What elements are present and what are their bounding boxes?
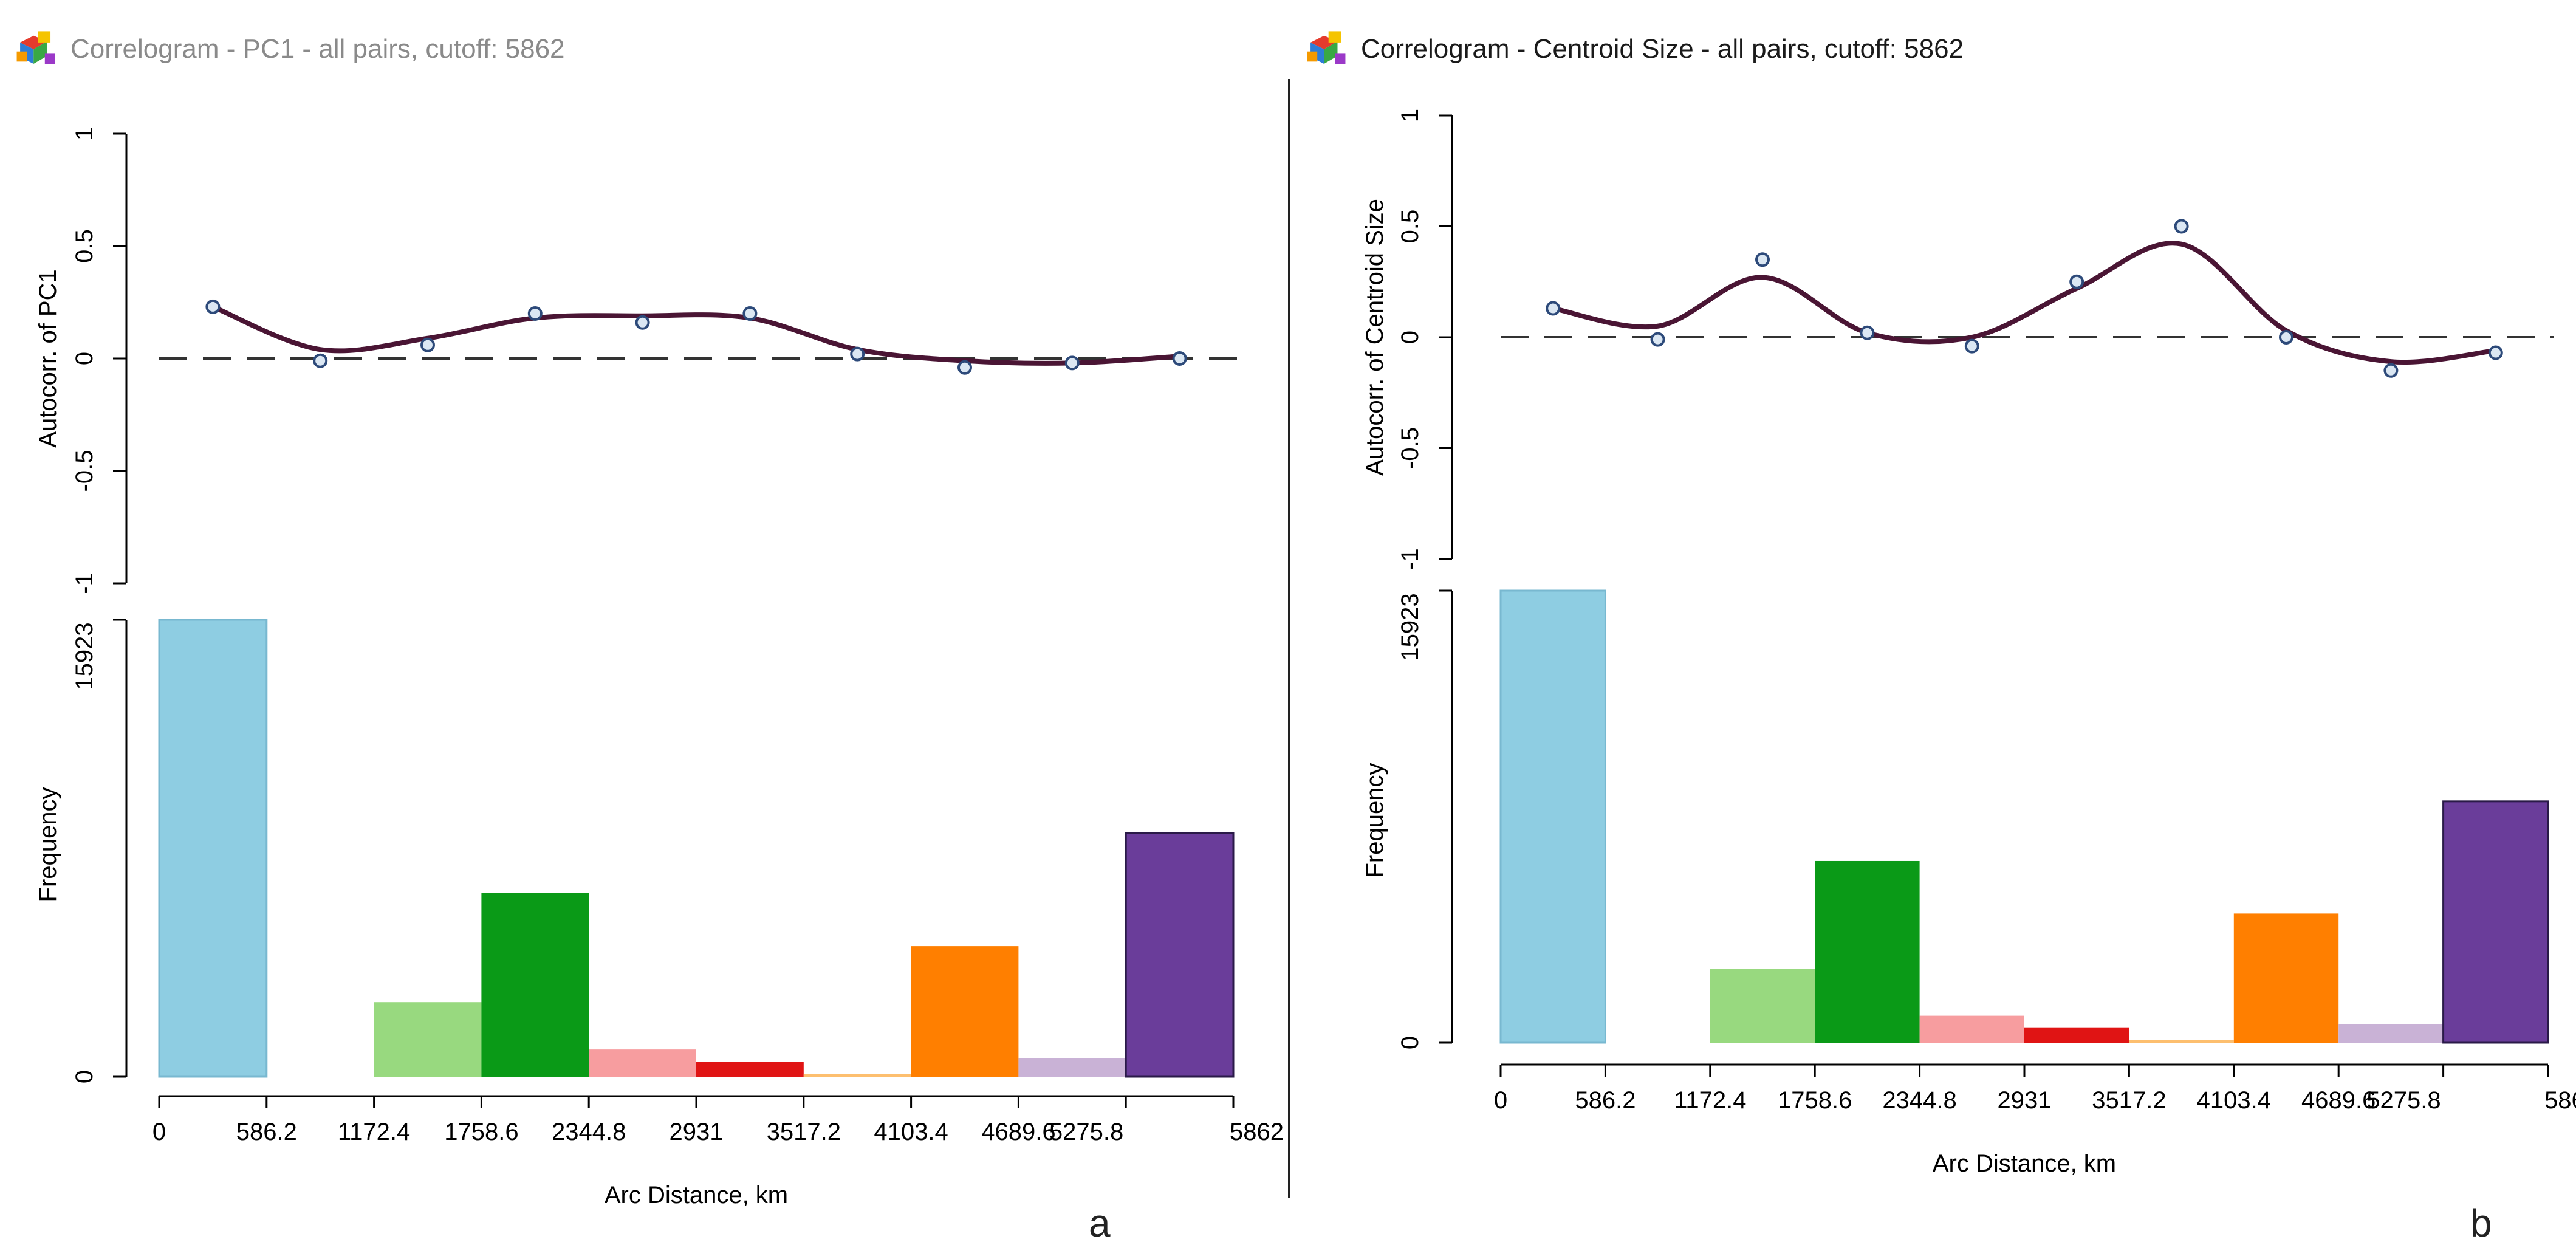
autocorrelation-point — [1546, 301, 1561, 316]
histogram-bar — [2442, 800, 2549, 1044]
x-tick-label: 586.2 — [1575, 1087, 1636, 1114]
histogram-bar — [1815, 860, 1920, 1043]
x-tick-label: 4103.4 — [2197, 1087, 2271, 1114]
autocorrelation-point — [2488, 345, 2503, 360]
histogram-bar — [1125, 832, 1235, 1078]
x-tick-label: 5275.8 — [1049, 1119, 1123, 1145]
autocorrelation-point — [1860, 325, 1875, 340]
window-titlebar-a: Correlogram - PC1 - all pairs, cutoff: 5… — [13, 22, 565, 77]
x-tick-label: 0 — [1494, 1087, 1507, 1114]
corr-y-axis-label: Autocorr. of PC1 — [35, 269, 61, 447]
histogram-bar — [1710, 969, 1815, 1043]
corr-y-tick-label: 1 — [1397, 109, 1423, 122]
histogram-bar — [589, 1049, 696, 1077]
x-tick-label: 2344.8 — [552, 1119, 626, 1145]
histogram-bar — [1919, 1015, 2024, 1043]
corr-y-tick-label: 0 — [1397, 331, 1423, 344]
freq-y-axis-label: Frequency — [35, 787, 61, 902]
corr-y-tick-label: 1 — [71, 127, 98, 140]
corr-y-tick-label: -0.5 — [71, 450, 98, 492]
freq-y-tick-label: 15923 — [71, 622, 98, 690]
correlogram-chart-a: 1 0.5 0 -0.5 -1 Autocorr. of PC1 0 15923 Frequen… — [35, 127, 1284, 1209]
autocorrelation-point — [957, 360, 972, 375]
autocorrelation-point — [2383, 363, 2399, 378]
window-titlebar-b: Correlogram - Centroid Size - all pairs,… — [1304, 22, 1964, 77]
x-tick-label: 1758.6 — [444, 1119, 518, 1145]
freq-y-tick-label: 15923 — [1397, 593, 1423, 660]
x-tick-label: 4689.6 — [2301, 1087, 2376, 1114]
autocorrelation-point — [2174, 219, 2189, 234]
autocorrelation-point — [1172, 351, 1187, 366]
autocorrelation-point — [1964, 338, 1979, 354]
histogram-bar — [803, 1074, 911, 1077]
autocorrelation-point — [742, 306, 758, 321]
correlogram-chart-b: 1 0.5 0 -0.5 -1 Autocorr. of Centroid Size 0 15… — [1362, 109, 2576, 1177]
corr-y-tick-label: -1 — [71, 572, 98, 594]
x-tick-label: 2931 — [1998, 1087, 2052, 1114]
histogram-bar — [1018, 1058, 1126, 1077]
x-tick-label: 586.2 — [236, 1119, 297, 1145]
x-tick-label: 3517.2 — [767, 1119, 841, 1145]
x-axis-label: Arc Distance, km — [1933, 1150, 2116, 1177]
histogram-bar — [911, 946, 1019, 1077]
freq-y-tick-label: 0 — [71, 1070, 98, 1083]
smoothed-autocorrelation-line — [210, 304, 1182, 366]
corr-y-tick-label: 0.5 — [71, 229, 98, 263]
autocorrelation-point — [313, 353, 328, 368]
corr-y-tick-label: 0.5 — [1397, 210, 1423, 244]
histogram-bar — [696, 1062, 804, 1077]
panel-label: b — [2470, 1201, 2492, 1245]
autocorrelation-point — [1755, 252, 1770, 267]
autocorrelation-point — [2069, 274, 2084, 289]
window-title: Correlogram - Centroid Size - all pairs,… — [1361, 34, 1964, 64]
freq-y-tick-label: 0 — [1397, 1036, 1423, 1049]
histogram-bar — [2233, 913, 2339, 1043]
corr-y-axis-label: Autocorr. of Centroid Size — [1362, 199, 1388, 476]
color-cube-icon — [16, 31, 55, 64]
color-cube-icon — [1307, 31, 1346, 64]
histogram-bar — [158, 619, 268, 1078]
x-tick-label: 5862 — [1230, 1119, 1284, 1145]
x-tick-label: 0 — [152, 1119, 166, 1145]
x-axis-label: Arc Distance, km — [605, 1182, 788, 1209]
correlogram-panel-a: Correlogram - PC1 - all pairs, cutoff: 5… — [13, 22, 1284, 1245]
x-tick-label: 1758.6 — [1778, 1087, 1852, 1114]
autocorrelation-point — [205, 299, 221, 314]
panel-label: a — [1089, 1201, 1111, 1245]
corr-y-tick-label: -1 — [1397, 548, 1423, 570]
x-tick-label: 5862 — [2544, 1087, 2576, 1114]
autocorrelation-point — [635, 315, 650, 330]
corr-y-tick-label: 0 — [71, 352, 98, 365]
correlogram-panel-b: Correlogram - Centroid Size - all pairs,… — [1290, 0, 2576, 1259]
autocorrelation-point — [1064, 355, 1080, 371]
x-tick-label: 1172.4 — [338, 1119, 410, 1145]
histogram-bar — [374, 1002, 482, 1077]
freq-y-axis-label: Frequency — [1362, 763, 1388, 878]
x-tick-label: 5275.8 — [2366, 1087, 2441, 1114]
x-tick-label: 3517.2 — [2092, 1087, 2166, 1114]
histogram-bar — [2024, 1027, 2129, 1043]
histogram-bar — [481, 893, 589, 1077]
x-tick-label: 4103.4 — [874, 1119, 948, 1145]
window-title: Correlogram - PC1 - all pairs, cutoff: 5… — [70, 34, 565, 64]
histogram-bar — [2338, 1024, 2444, 1043]
x-tick-label: 2931 — [670, 1119, 724, 1145]
histogram-bar — [1499, 589, 1606, 1044]
x-tick-label: 2344.8 — [1882, 1087, 1956, 1114]
histogram-bar — [2129, 1040, 2234, 1043]
corr-y-tick-label: -0.5 — [1397, 427, 1423, 469]
autocorrelation-point — [2279, 330, 2293, 345]
autocorrelation-point — [850, 346, 865, 362]
autocorrelation-point — [420, 337, 435, 352]
autocorrelation-point — [527, 306, 543, 321]
smoothed-autocorrelation-line — [1550, 241, 2498, 365]
x-tick-label: 4689.6 — [981, 1119, 1055, 1145]
panel-divider — [1288, 79, 1290, 1198]
autocorrelation-point — [1650, 332, 1665, 347]
x-tick-label: 1172.4 — [1674, 1087, 1746, 1114]
